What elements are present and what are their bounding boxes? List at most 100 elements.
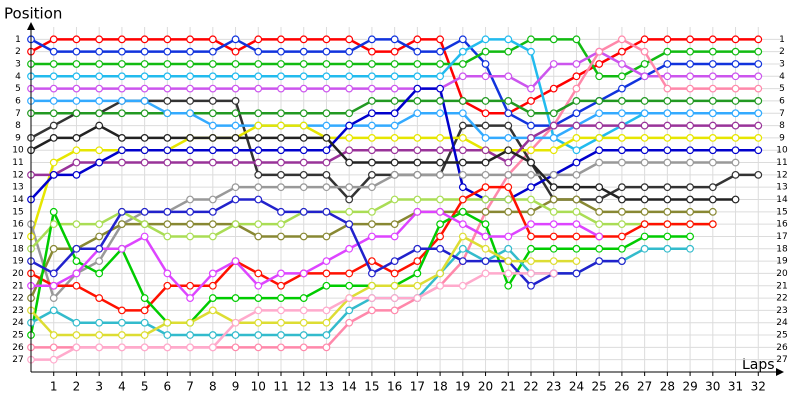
point — [686, 35, 694, 44]
point — [49, 220, 58, 229]
point — [663, 183, 672, 192]
point — [618, 47, 626, 56]
point — [345, 183, 354, 192]
point — [549, 207, 558, 216]
point — [118, 109, 126, 118]
point — [754, 121, 763, 130]
point — [322, 183, 331, 192]
point — [277, 294, 285, 302]
point — [458, 220, 467, 229]
point — [572, 158, 581, 167]
point — [186, 158, 194, 167]
point — [481, 244, 490, 253]
point — [368, 306, 376, 315]
point — [618, 60, 626, 68]
point — [322, 257, 331, 266]
point — [390, 72, 399, 81]
point — [481, 133, 490, 142]
point — [277, 232, 285, 241]
point — [640, 232, 649, 241]
y-tick-label: 10 — [12, 146, 24, 156]
y-axis-arrow — [27, 22, 35, 30]
point — [345, 294, 354, 302]
point — [186, 195, 194, 204]
point — [549, 35, 558, 44]
point — [368, 257, 376, 266]
point — [549, 170, 558, 179]
point — [186, 97, 194, 105]
point — [345, 84, 354, 93]
y-tick-label-right: 2 — [779, 47, 785, 57]
point — [299, 133, 308, 142]
point — [504, 35, 513, 44]
point — [436, 195, 444, 204]
point — [322, 207, 331, 216]
point — [595, 183, 604, 192]
point — [254, 170, 263, 179]
point — [640, 121, 649, 130]
y-tick-label-right: 23 — [776, 306, 787, 316]
point — [504, 146, 513, 155]
point — [572, 133, 581, 142]
point — [390, 306, 399, 315]
point — [345, 158, 354, 167]
point — [731, 146, 740, 155]
point — [663, 146, 672, 155]
point — [49, 121, 58, 130]
point — [186, 207, 194, 216]
point — [663, 158, 672, 167]
point — [390, 232, 399, 241]
point — [731, 170, 740, 179]
point — [390, 281, 399, 290]
point — [731, 109, 740, 118]
point — [481, 170, 490, 179]
point — [368, 109, 376, 118]
point — [163, 232, 172, 241]
point — [322, 121, 331, 130]
y-tick-label: 5 — [15, 84, 21, 94]
point — [208, 35, 217, 44]
point — [458, 60, 467, 68]
point — [413, 84, 422, 93]
point — [436, 158, 444, 167]
point — [686, 109, 694, 118]
point — [254, 269, 263, 278]
point — [413, 244, 422, 253]
y-tick-label: 13 — [12, 183, 23, 193]
point — [299, 170, 308, 179]
point — [277, 60, 285, 68]
point — [254, 146, 263, 155]
y-tick-label: 27 — [12, 355, 23, 365]
x-tick-label: 25 — [592, 380, 607, 394]
y-tick-label: 1 — [15, 35, 21, 45]
point — [663, 35, 672, 44]
y-tick-label-right: 11 — [776, 158, 787, 168]
point — [663, 84, 672, 93]
point — [95, 97, 104, 105]
point — [208, 281, 217, 290]
point — [277, 281, 285, 290]
point — [345, 244, 354, 253]
point — [163, 47, 172, 56]
point — [640, 47, 649, 56]
point — [254, 306, 263, 315]
point — [527, 47, 535, 56]
point — [368, 146, 376, 155]
y-tick-label-right: 1 — [779, 35, 785, 45]
x-tick-label: 16 — [387, 380, 402, 394]
point — [504, 257, 513, 266]
point — [368, 133, 376, 142]
x-tick-label: 31 — [728, 380, 743, 394]
point — [231, 97, 240, 105]
point — [368, 232, 376, 241]
point — [277, 170, 285, 179]
point — [686, 244, 694, 253]
point — [572, 146, 581, 155]
point — [186, 294, 194, 302]
x-tick-label: 32 — [751, 380, 766, 394]
point — [231, 121, 240, 130]
point — [163, 133, 172, 142]
point — [595, 72, 604, 81]
y-tick-label-right: 7 — [779, 109, 785, 119]
